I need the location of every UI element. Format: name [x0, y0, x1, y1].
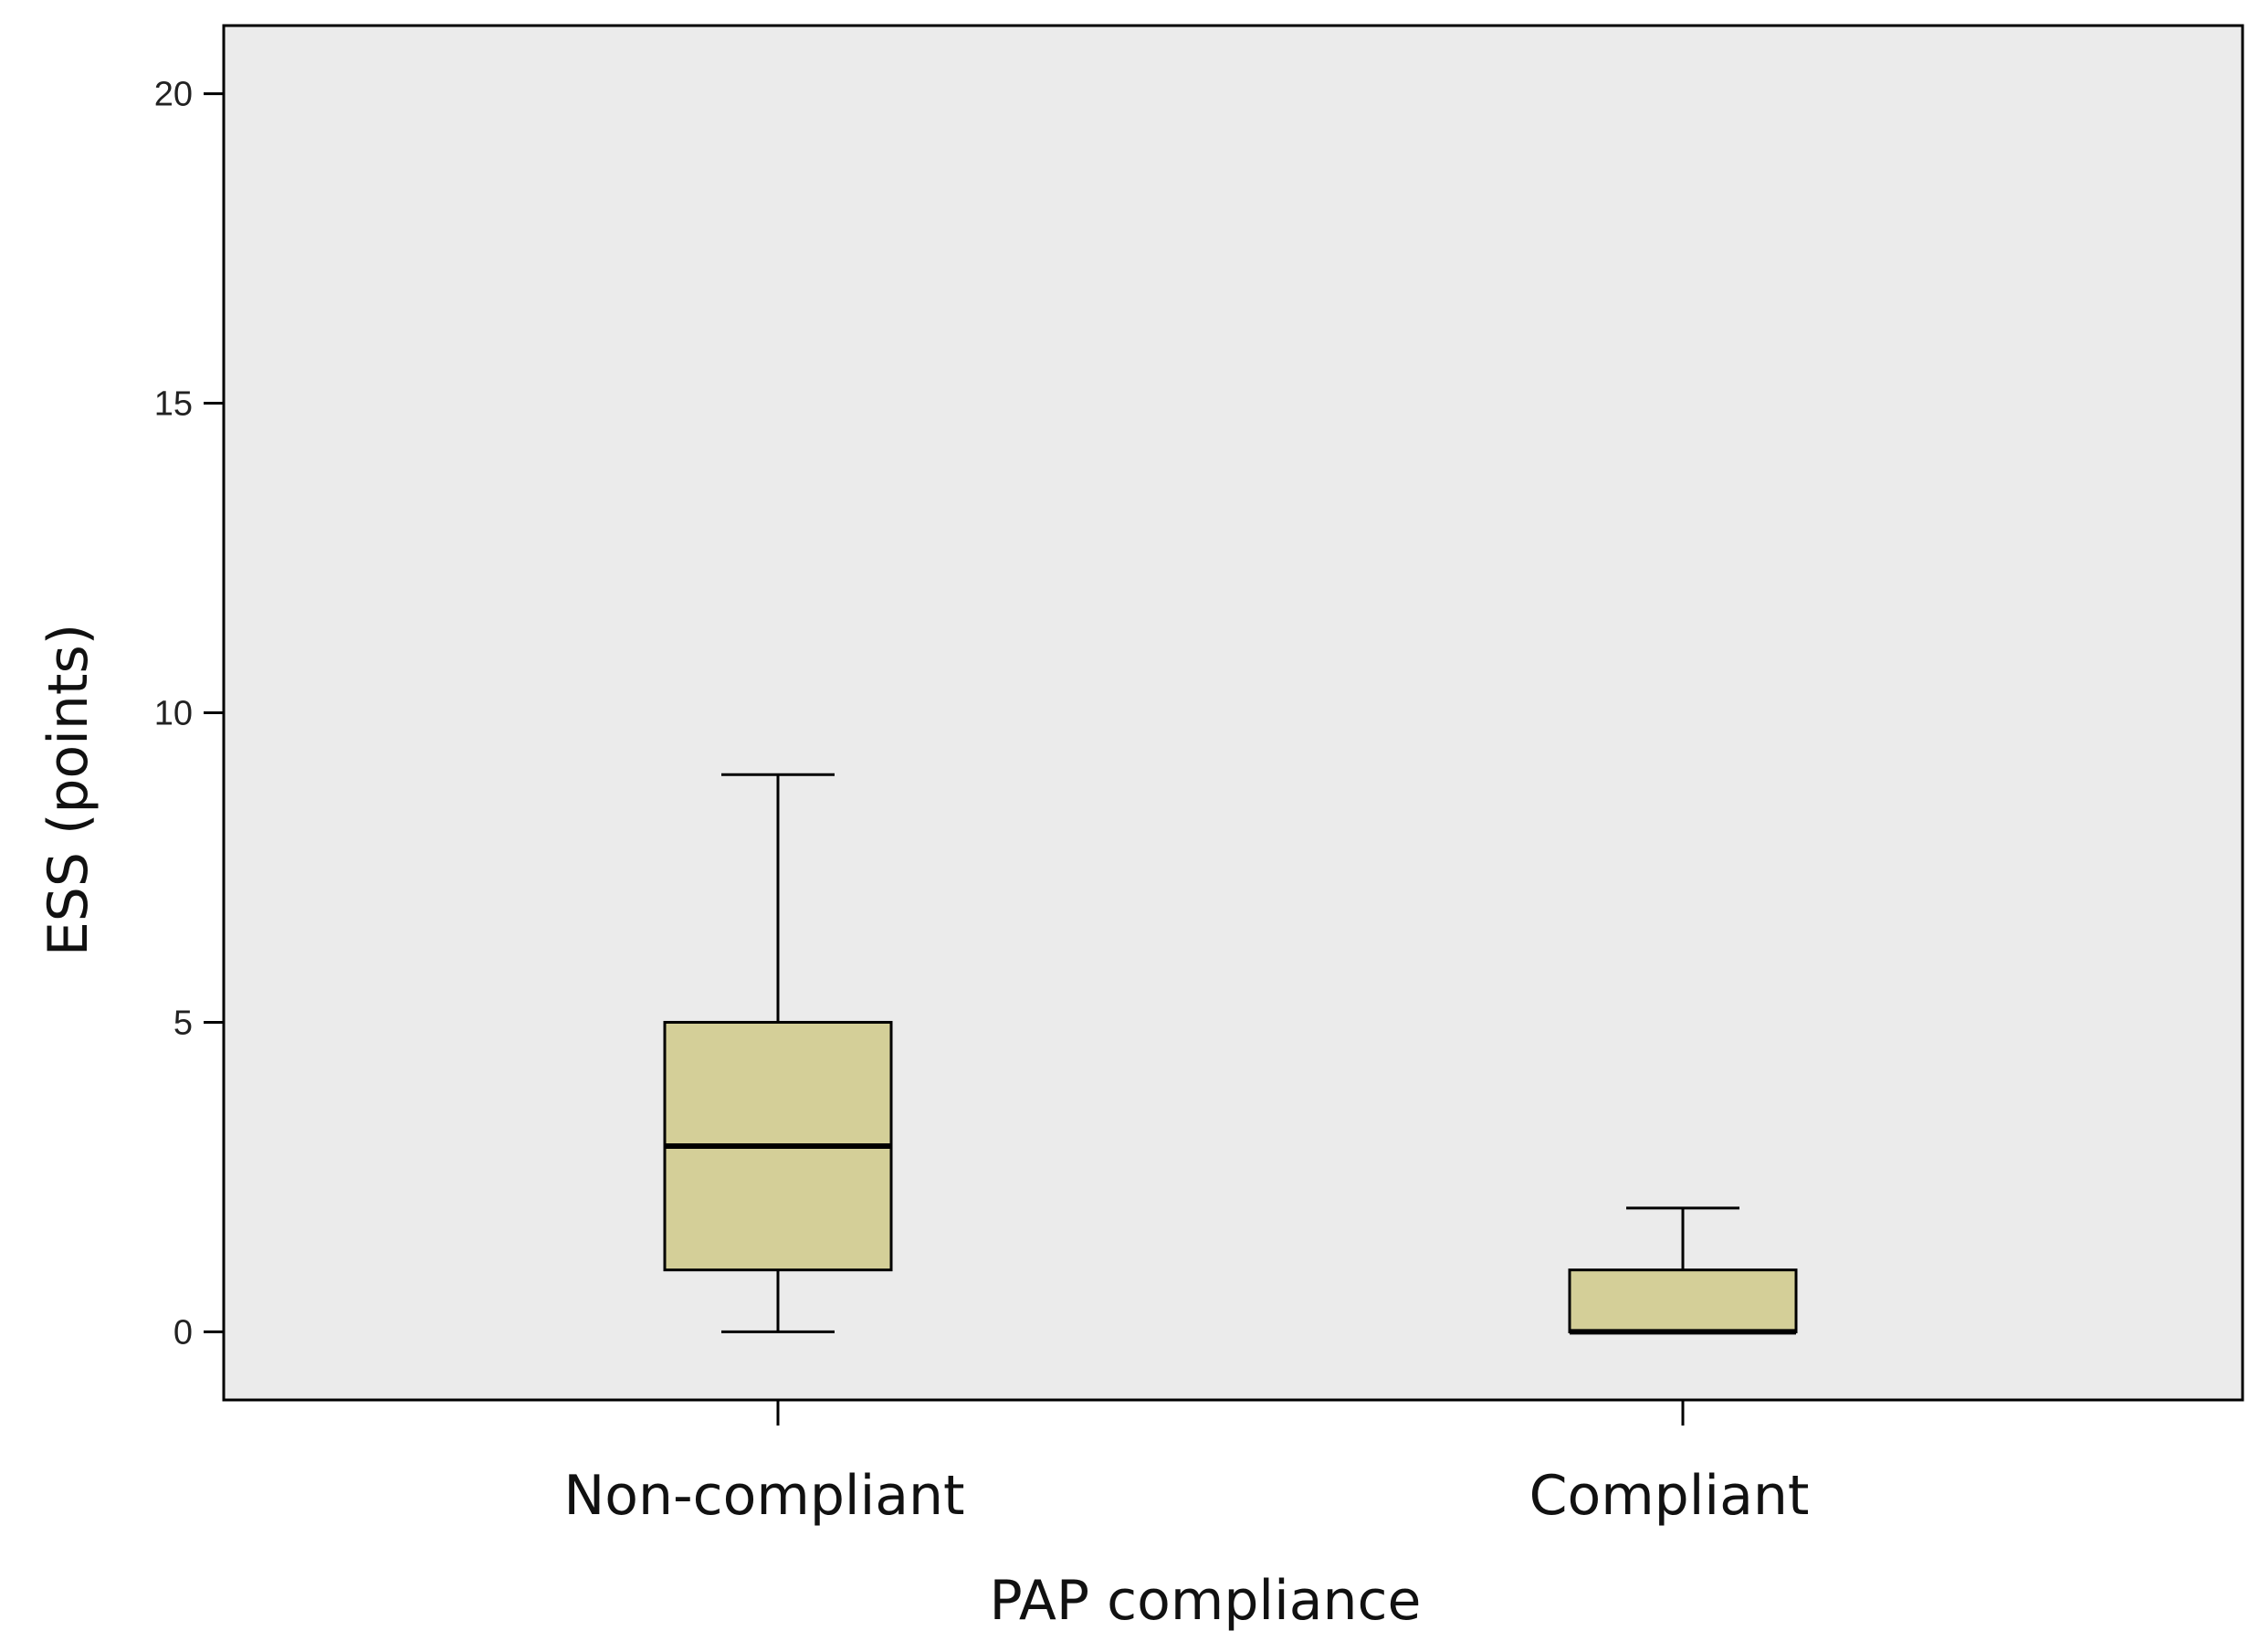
y-tick-label: 15 [154, 385, 193, 424]
y-axis: 0 5 10 15 20 [154, 76, 224, 1352]
y-tick-label: 10 [154, 695, 193, 733]
box-non-compliant [663, 773, 893, 1333]
y-tick-label: 5 [173, 1004, 193, 1042]
plot-area [222, 24, 2244, 1402]
y-tick-label: 0 [173, 1313, 193, 1352]
y-tick-label: 20 [154, 76, 193, 114]
x-category-label: Compliant [1529, 1464, 1810, 1528]
box-series [663, 773, 1798, 1335]
x-category-label: Non-compliant [563, 1464, 964, 1528]
x-axis-title: PAP compliance [990, 1569, 1422, 1633]
box-compliant [1568, 1206, 1798, 1335]
x-axis: Non-compliant Compliant [563, 1400, 1809, 1528]
iqr-box [1568, 1268, 1798, 1333]
y-axis-title: ESS (points) [37, 624, 100, 956]
